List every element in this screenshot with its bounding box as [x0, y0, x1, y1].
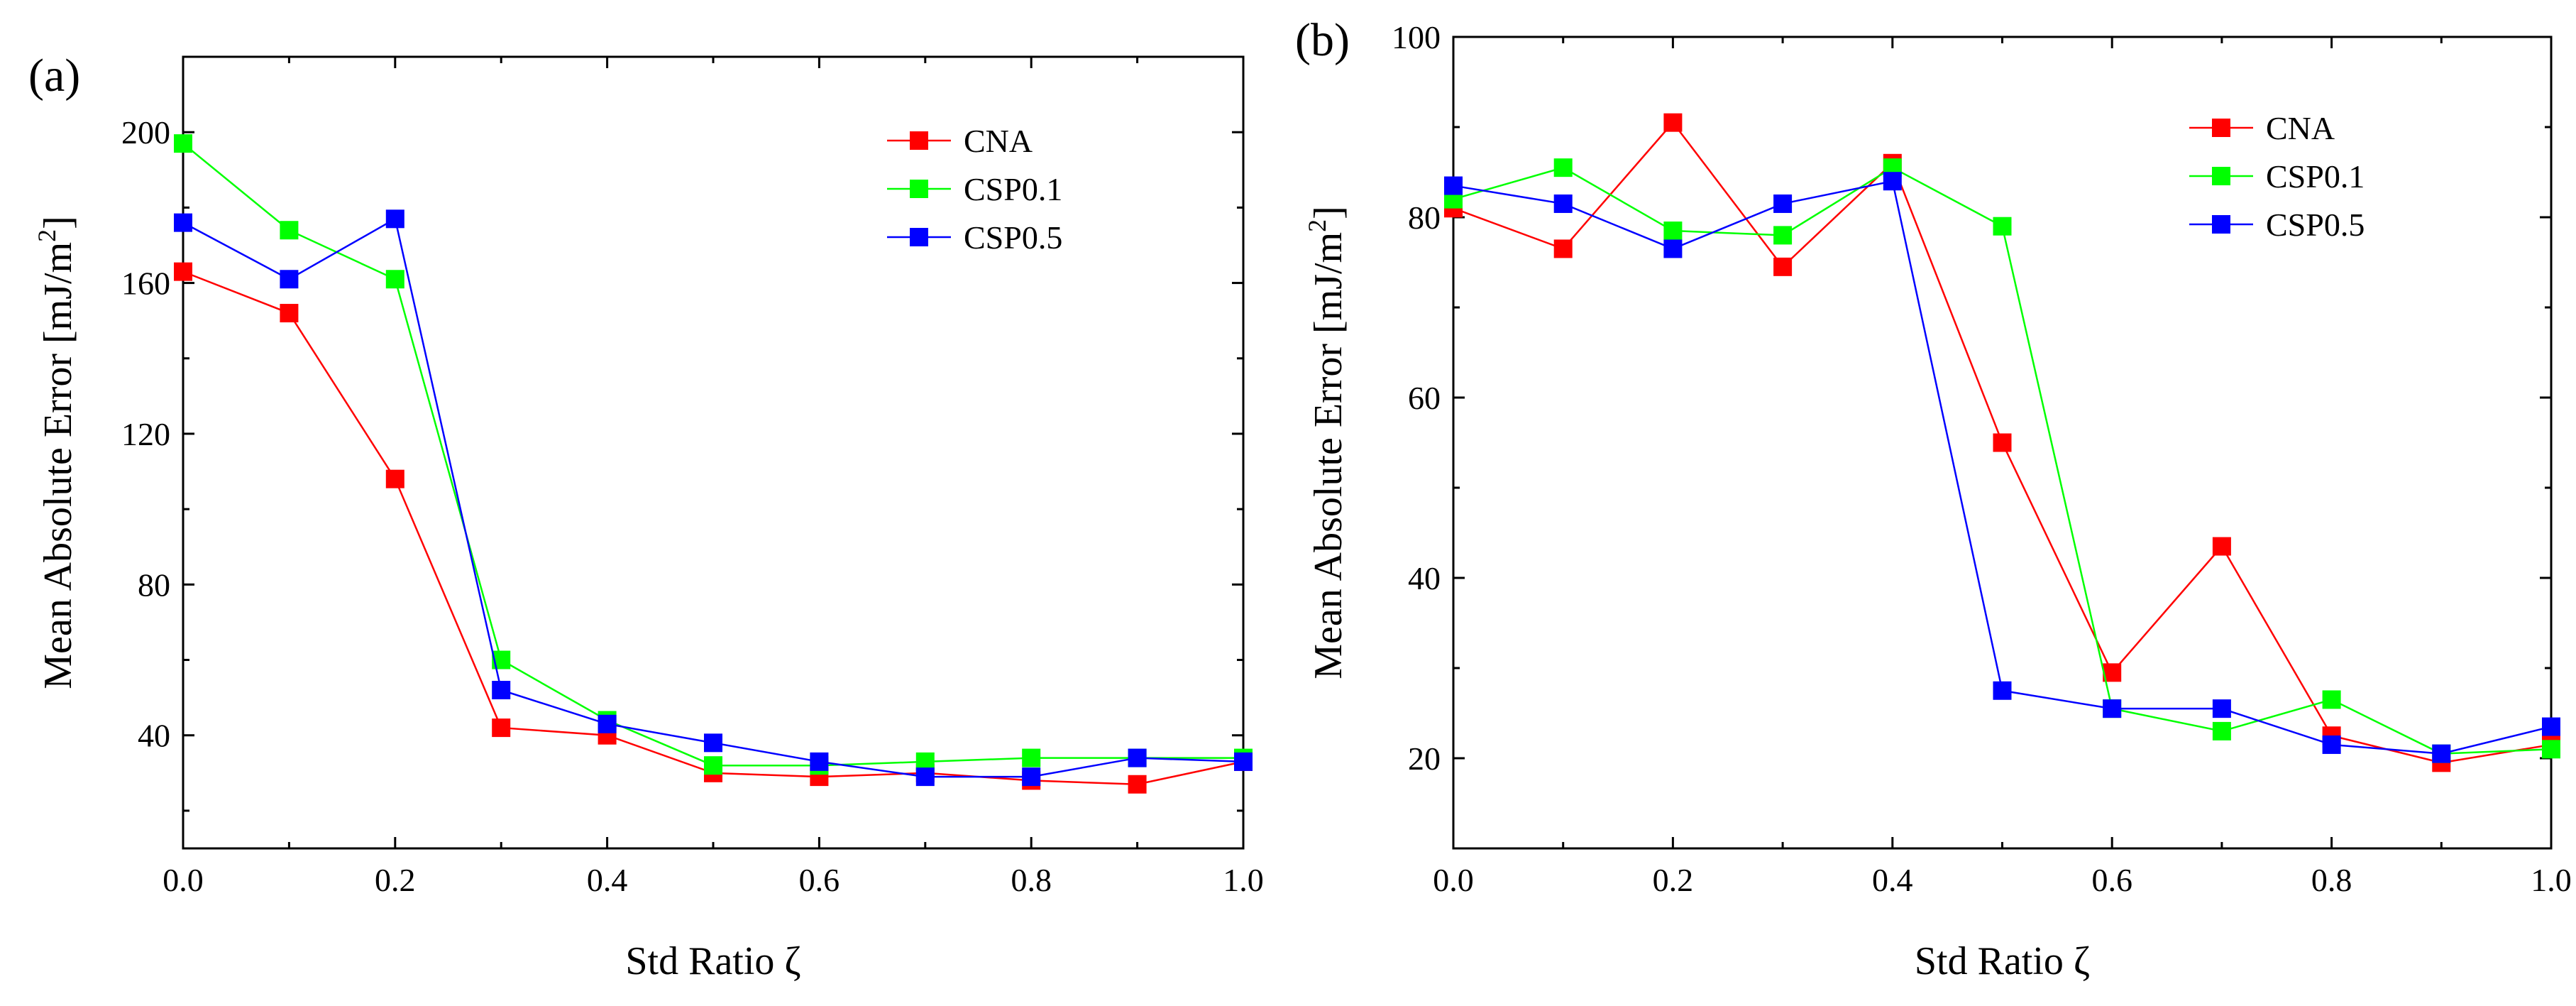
data-point-csp0-5	[2542, 717, 2560, 736]
x-tick-label: 1.0	[1223, 862, 1264, 898]
series-line-csp0-1	[1453, 166, 2552, 755]
y-tick-label: 40	[1408, 560, 1441, 596]
data-point-csp0-1	[1993, 217, 2012, 236]
data-point-csp0-1	[1553, 158, 1573, 177]
x-tick-label: 0.6	[2091, 862, 2132, 898]
x-axis-title: Std Ratio ζ	[1915, 939, 2090, 983]
x-tick-label: 0.2	[1653, 862, 1694, 898]
y-tick-label: 40	[138, 718, 170, 754]
legend-label-csp0-5: CSP0.5	[964, 219, 1062, 256]
y-tick-label: 160	[121, 266, 170, 302]
y-tick-label: 100	[1392, 19, 1441, 55]
data-point-cna	[1993, 433, 2012, 452]
data-point-csp0-5	[1993, 681, 2012, 700]
data-point-cna	[2212, 537, 2231, 556]
y-tick-label: 20	[1408, 740, 1441, 777]
data-point-cna	[385, 469, 404, 488]
data-point-csp0-1	[174, 134, 192, 153]
y-tick-label: 80	[1408, 199, 1441, 236]
x-tick-label: 0.6	[799, 862, 840, 898]
legend-marker-csp0-1	[2212, 167, 2230, 185]
y-axis-title: Mean Absolute Error [mJ/m2]	[33, 216, 80, 689]
series-line-cna	[182, 270, 1244, 785]
data-point-csp0-1	[280, 221, 299, 240]
x-tick-label: 0.4	[1872, 862, 1913, 898]
data-point-csp0-5	[2322, 735, 2341, 754]
legend-marker-cna	[910, 131, 928, 150]
legend-marker-csp0-5	[910, 228, 928, 246]
series-line-csp0-5	[182, 217, 1244, 778]
legend-label-csp0-1: CSP0.1	[964, 171, 1062, 207]
data-point-csp0-5	[2103, 699, 2122, 718]
x-tick-label: 1.0	[2531, 862, 2572, 898]
y-tick-label: 120	[121, 416, 170, 452]
y-tick-label: 200	[121, 114, 170, 151]
data-point-csp0-5	[2212, 699, 2231, 718]
data-point-csp0-5	[1883, 172, 1902, 191]
x-tick-label: 0.8	[2311, 862, 2352, 898]
data-point-csp0-1	[1022, 748, 1041, 767]
legend-label-csp0-5: CSP0.5	[2266, 207, 2365, 243]
data-point-csp0-5	[385, 209, 404, 229]
data-point-csp0-5	[174, 213, 192, 232]
data-point-cna	[174, 262, 192, 281]
legend-label-cna: CNA	[2266, 110, 2335, 146]
chart-panel-b: 0.0 0.2 0.4 0.6 0.8 1.0 20 40 60 80 100 Std Ratio ζ…	[1295, 14, 2572, 983]
data-point-csp0-1	[385, 270, 404, 289]
x-axis-title: Std Ratio ζ	[625, 939, 800, 983]
y-tick-label: 80	[138, 567, 170, 603]
panel-label: (b)	[1295, 14, 1350, 66]
chart-panel-a: 0.0 0.2 0.4 0.6 0.8 1.0 40 80 120 160 200 Std Ratio…	[28, 50, 1264, 983]
legend-marker-csp0-5	[2212, 215, 2230, 234]
data-point-csp0-5	[1444, 176, 1463, 195]
data-point-cna	[492, 718, 511, 738]
data-point-cna	[1128, 775, 1147, 794]
data-point-csp0-5	[598, 714, 617, 733]
data-point-csp0-5	[280, 270, 299, 289]
x-tick-label: 0.2	[375, 862, 416, 898]
x-tick-label: 0.0	[1433, 862, 1474, 898]
data-point-cna	[280, 304, 299, 323]
x-tick-label: 0.0	[163, 862, 204, 898]
x-tick-label: 0.4	[587, 862, 628, 898]
data-point-csp0-1	[2212, 721, 2231, 740]
data-point-csp0-1	[1773, 226, 1793, 245]
data-point-csp0-1	[1663, 222, 1683, 241]
data-point-csp0-1	[704, 756, 722, 775]
data-point-csp0-5	[492, 681, 511, 699]
data-point-csp0-5	[1773, 194, 1793, 213]
legend-marker-cna	[2212, 119, 2230, 137]
data-point-cna	[1663, 113, 1683, 132]
data-point-csp0-5	[1663, 239, 1683, 258]
data-point-csp0-5	[704, 733, 722, 753]
legend-label-cna: CNA	[964, 123, 1033, 159]
data-point-csp0-5	[915, 767, 935, 787]
y-axis-title: Mean Absolute Error [mJ/m2]	[1303, 206, 1350, 679]
panel-label: (a)	[28, 50, 80, 102]
legend-label-csp0-1: CSP0.1	[2266, 158, 2365, 195]
legend-marker-csp0-1	[910, 180, 928, 198]
data-point-csp0-5	[810, 752, 829, 771]
data-point-csp0-5	[1022, 767, 1041, 787]
y-tick-label: 60	[1408, 380, 1441, 416]
x-tick-label: 0.8	[1011, 862, 1052, 898]
series-line-csp0-1	[182, 143, 1243, 767]
data-point-csp0-5	[2432, 744, 2451, 763]
data-point-csp0-5	[1553, 194, 1573, 213]
data-point-cna	[1773, 257, 1793, 276]
data-point-csp0-1	[2542, 740, 2560, 759]
plot-frame	[182, 55, 1245, 850]
data-point-cna	[1553, 239, 1573, 258]
data-point-csp0-1	[2322, 690, 2341, 709]
data-point-csp0-5	[1128, 748, 1147, 767]
data-point-csp0-5	[1234, 752, 1253, 771]
series-line-csp0-5	[1453, 180, 2552, 755]
